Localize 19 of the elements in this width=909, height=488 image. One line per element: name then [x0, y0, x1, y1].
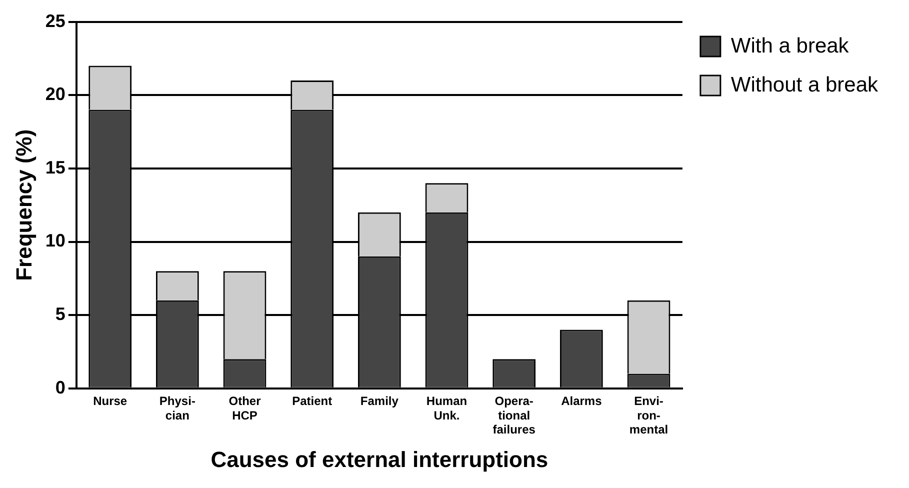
x-tick-label: Physi- cian	[159, 394, 196, 422]
y-tick-label: 20	[45, 84, 66, 104]
y-tick-label: 15	[45, 157, 66, 178]
y-tick-label: 0	[55, 377, 66, 398]
x-tick-label: Other HCP	[228, 394, 262, 422]
x-tick-label: Envi- ron- mental	[629, 394, 668, 437]
x-axis-title: Causes of external interruptions	[210, 446, 548, 472]
x-tick-label: Human Unk.	[426, 394, 468, 422]
y-tick-label: 10	[45, 230, 66, 251]
legend-label: With a break	[730, 34, 850, 58]
x-tick-label: Nurse	[93, 394, 128, 408]
x-tick-label: Family	[360, 394, 399, 408]
legend-label: Without a break	[730, 73, 878, 96]
y-tick-label: 25	[45, 10, 66, 31]
x-tick-label: Alarms	[561, 394, 602, 408]
y-axis-title: Frequency (%)	[11, 129, 36, 281]
x-tick-label: Patient	[292, 394, 332, 408]
y-tick-label: 5	[55, 304, 66, 324]
x-tick-label: Opera- tional failures	[492, 394, 536, 437]
